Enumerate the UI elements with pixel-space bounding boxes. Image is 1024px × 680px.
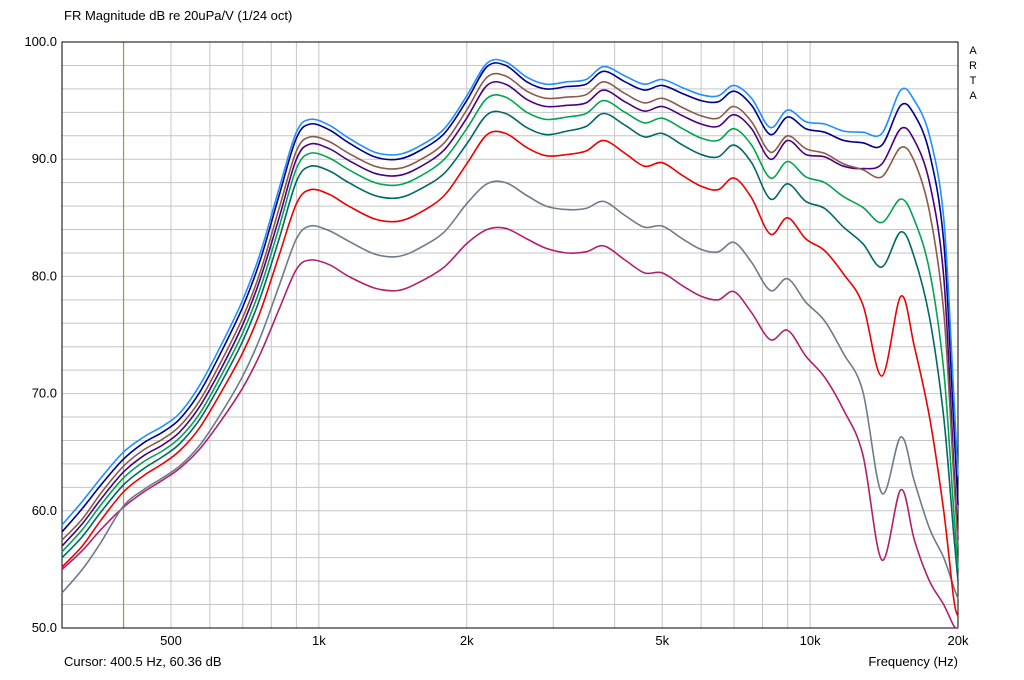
y-tick-80.0: 80.0 xyxy=(32,268,57,283)
y-tick-50.0: 50.0 xyxy=(32,620,57,635)
plot-border xyxy=(61,41,959,629)
x-tick-5k: 5k xyxy=(655,633,669,648)
arta-watermark: A R T A xyxy=(966,44,980,104)
arta-letter: T xyxy=(969,75,977,87)
series-curve-magenta xyxy=(61,226,959,629)
arta-letter: A xyxy=(969,45,977,57)
series-curve-red xyxy=(61,130,959,617)
y-tick-90.0: 90.0 xyxy=(32,151,57,166)
x-tick-1k: 1k xyxy=(312,633,326,648)
y-tick-70.0: 70.0 xyxy=(32,386,57,401)
cursor-readout: Cursor: 400.5 Hz, 60.36 dB xyxy=(64,654,222,669)
arta-letter: A xyxy=(969,90,977,102)
y-tick-60.0: 60.0 xyxy=(32,503,57,518)
series-curve-blue xyxy=(61,58,959,526)
page-title: FR Magnitude dB re 20uPa/V (1/24 oct) xyxy=(64,8,293,23)
series-curve-purple xyxy=(61,80,959,547)
arta-letter: R xyxy=(969,60,977,72)
x-axis-label: Frequency (Hz) xyxy=(868,654,958,669)
x-tick-500: 500 xyxy=(160,633,182,648)
x-tick-2k: 2k xyxy=(460,633,474,648)
series-curve-brown xyxy=(61,72,959,547)
series-curve-navy xyxy=(61,62,959,533)
series-curve-green xyxy=(61,94,959,570)
x-tick-10k: 10k xyxy=(800,633,821,648)
y-tick-100.0: 100.0 xyxy=(24,34,57,49)
series-curve-teal xyxy=(61,110,959,582)
x-tick-20k: 20k xyxy=(948,633,969,648)
series-curve-gray xyxy=(61,180,959,599)
